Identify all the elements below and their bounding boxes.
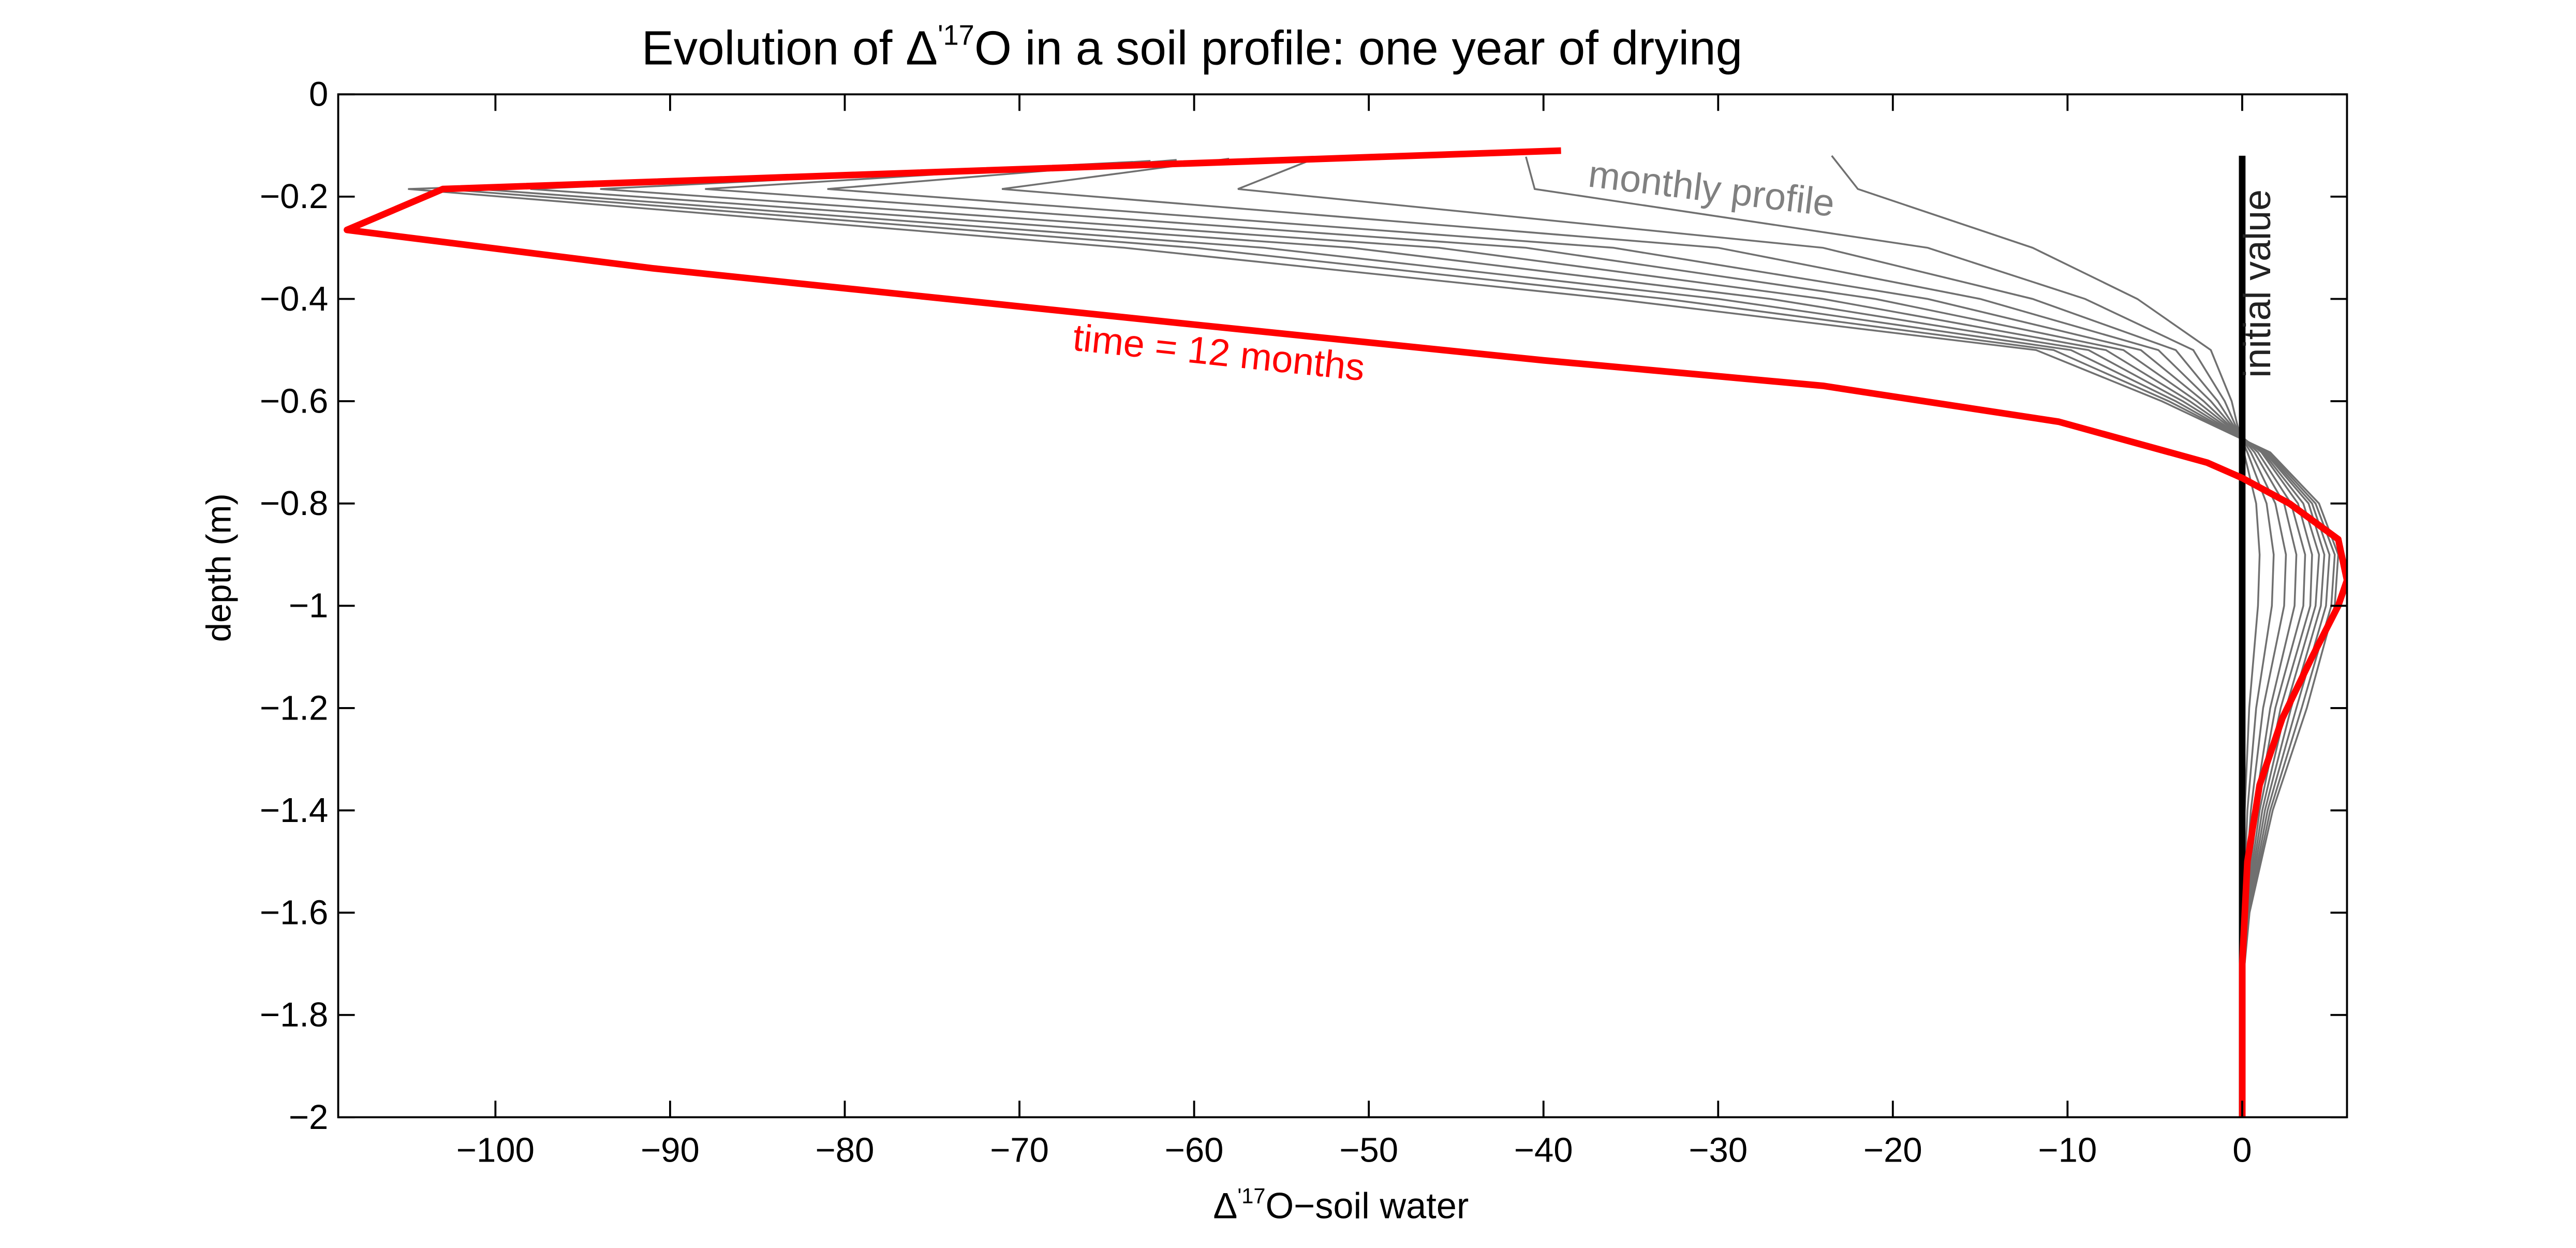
x-tick-label: −70 [990,1131,1049,1170]
y-tick-label: −0.8 [260,484,329,523]
monthly-profile-line [408,165,2340,1118]
x-tick-label: −100 [456,1131,535,1170]
chart-title: Evolution of Δ'17O in a soil profile: on… [642,19,1742,75]
axes: −100 −90 −80 −70 −60 −50 −40 −30 −20 −10 00−0.2−0.… [260,75,2348,1170]
chart-title-before: Evolution of Δ [642,21,938,75]
monthly-profile-line [478,163,2331,1118]
y-tick-label: −1 [289,586,329,625]
x-tick-label: −50 [1339,1131,1398,1170]
y-tick-label: −1.4 [260,791,329,830]
x-tick-label: −80 [816,1131,875,1170]
y-tick-label: 0 [309,75,328,114]
chart-title-after: O in a soil profile: one year of drying [974,21,1742,75]
y-tick-label: −0.2 [260,177,329,216]
y-tick-label: −0.6 [260,381,329,420]
chart-title-sup: '17 [938,19,974,51]
x-axis-label-sup: '17 [1237,1184,1265,1208]
x-axis-label: Δ'17O−soil water [1213,1184,1469,1226]
x-tick-label: −20 [1863,1131,1922,1170]
x-tick-label: −30 [1689,1131,1748,1170]
plot-lines [344,147,2347,1118]
x-tick-label: 0 [2232,1131,2252,1170]
monthly-profile-line [705,160,2313,1118]
x-axis-label-before: Δ [1213,1185,1237,1226]
x-tick-label: −10 [2038,1131,2097,1170]
x-tick-label: −60 [1165,1131,1224,1170]
y-tick-label: −1.6 [260,893,329,932]
y-tick-label: −1.2 [260,688,329,727]
monthly-profile-line [530,161,2326,1118]
x-tick-label: −40 [1514,1131,1573,1170]
y-tick-label: −0.4 [260,280,329,318]
y-tick-label: −2 [289,1098,329,1137]
monthly-profile-line [600,160,2320,1118]
y-tick-label: −1.8 [260,995,329,1034]
y-axis-label: depth (m) [200,493,239,642]
x-axis-label-after: O−soil water [1265,1185,1469,1226]
monthly-profile-line [442,164,2336,1118]
final-profile-line [344,147,2347,1118]
x-tick-label: −90 [641,1131,700,1170]
initial-value-annotation: initial value [2236,189,2278,378]
